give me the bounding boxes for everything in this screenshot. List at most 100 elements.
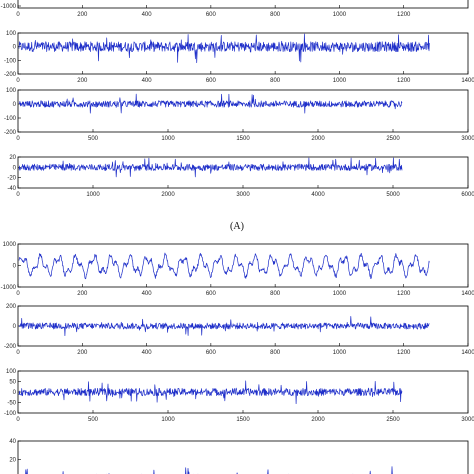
x-tick-label: 400 [142,291,153,297]
y-tick-label: -200 [4,344,17,350]
x-tick-label: 1400 [461,78,474,84]
x-tick-label: 1500 [236,136,250,142]
x-tick-label: 600 [206,78,217,84]
x-tick-label: 1200 [397,78,411,84]
x-tick-label: 3000 [236,192,250,198]
x-tick-label: 600 [206,12,217,18]
y-tick-label: 100 [6,88,17,94]
plot-frame [17,0,469,9]
x-tick-label: 400 [142,78,153,84]
y-tick-label: -40 [7,186,16,192]
x-tick-label: 1500 [236,417,250,423]
signal-line [18,316,430,337]
x-tick-label: 0 [16,417,20,423]
x-tick-label: 200 [77,291,88,297]
y-tick-label: -50 [7,401,16,407]
y-tick-label: 0 [13,45,17,51]
x-tick-label: 0 [16,136,20,142]
x-tick-label: 1000 [333,350,347,356]
x-tick-label: 400 [142,12,153,18]
y-tick-label: -200 [4,72,17,78]
x-tick-label: 1200 [397,12,411,18]
y-tick-label: 20 [9,458,16,464]
y-tick-label: 1000 [3,242,17,248]
x-tick-label: 200 [77,12,88,18]
x-tick-label: 3000 [461,417,474,423]
x-tick-label: 2500 [386,136,400,142]
x-tick-label: 200 [77,350,88,356]
x-tick-label: 800 [270,350,281,356]
x-tick-label: 500 [88,417,99,423]
x-tick-label: 800 [270,78,281,84]
y-tick-label: 0 [13,264,17,270]
y-tick-label: 0 [13,165,17,171]
figure-caption: (A) [230,221,244,232]
y-tick-label: 0 [13,324,17,330]
panel-3: 1000-100-2000 500 1000 1500 2000 2500 3000 [4,88,474,142]
y-tick-label: 100 [6,31,17,37]
x-tick-label: 3000 [461,136,474,142]
x-tick-label: 0 [16,192,20,198]
panel-1: -1000 0 200 400 600 800 1000 1200 [1,0,469,18]
y-tick-label: 20 [9,155,16,161]
y-tick-label: 0 [13,102,17,108]
x-tick-label: 4000 [311,192,325,198]
x-tick-label: 2000 [311,417,325,423]
y-tick-label: 40 [9,439,16,445]
signal-line [18,380,403,405]
x-tick-label: 800 [270,12,281,18]
x-tick-label: 5000 [386,192,400,198]
signal-line [18,33,430,64]
y-tick-label: 0 [13,390,17,396]
y-tick-label: 50 [9,380,16,386]
x-tick-label: 1400 [461,291,474,297]
x-tick-label: 6000 [461,192,474,198]
x-tick-label: 1000 [333,12,347,18]
x-tick-label: 1200 [397,291,411,297]
y-tick-label: -1000 [1,285,17,291]
x-tick-label: 0 [16,350,20,356]
x-tick-label: 200 [77,78,88,84]
signal-line [18,93,403,114]
x-tick-label: 2500 [386,417,400,423]
x-tick-label: 2000 [311,136,325,142]
x-tick-label: 1000 [86,192,100,198]
y-tick-label: -100 [4,411,17,417]
panel-6: 2000-2000 200 400 600 800 1000 1200 1400 [4,304,474,356]
x-tick-label: 0 [16,291,20,297]
x-tick-label: 800 [270,291,281,297]
x-tick-label: 1400 [461,350,474,356]
x-tick-label: 0 [16,12,20,18]
x-tick-label: 400 [142,350,153,356]
x-tick-label: 500 [88,136,99,142]
signal-line [18,252,430,280]
plot-frame [17,89,469,133]
x-tick-label: 1000 [161,136,175,142]
signal-line [18,157,403,178]
plot-frame [17,156,469,189]
panel-8: 40200 [9,439,469,474]
x-tick-label: 1000 [333,291,347,297]
x-tick-label: 1000 [333,78,347,84]
plot-frame [17,243,469,288]
y-tick-label: 200 [6,304,17,310]
y-tick-label: -20 [7,176,16,182]
y-tick-label: -200 [4,130,17,136]
y-tick-label: -100 [4,116,17,122]
panel-4: 200-20-400 1000 2000 3000 4000 5000 6000 [7,155,474,198]
x-tick-label: 1200 [397,350,411,356]
y-tick-label: -100 [4,58,17,64]
x-tick-label: 600 [206,291,217,297]
x-tick-label: 0 [16,78,20,84]
y-tick-label: 100 [6,369,17,375]
y-tick-label: -1000 [1,4,17,10]
plot-frame [17,32,469,75]
x-tick-label: 1000 [161,417,175,423]
plot-frame [17,440,469,474]
panel-2: 1000-100-2000 200 400 600 800 1000 1200 1400 [4,31,474,84]
x-tick-label: 600 [206,350,217,356]
